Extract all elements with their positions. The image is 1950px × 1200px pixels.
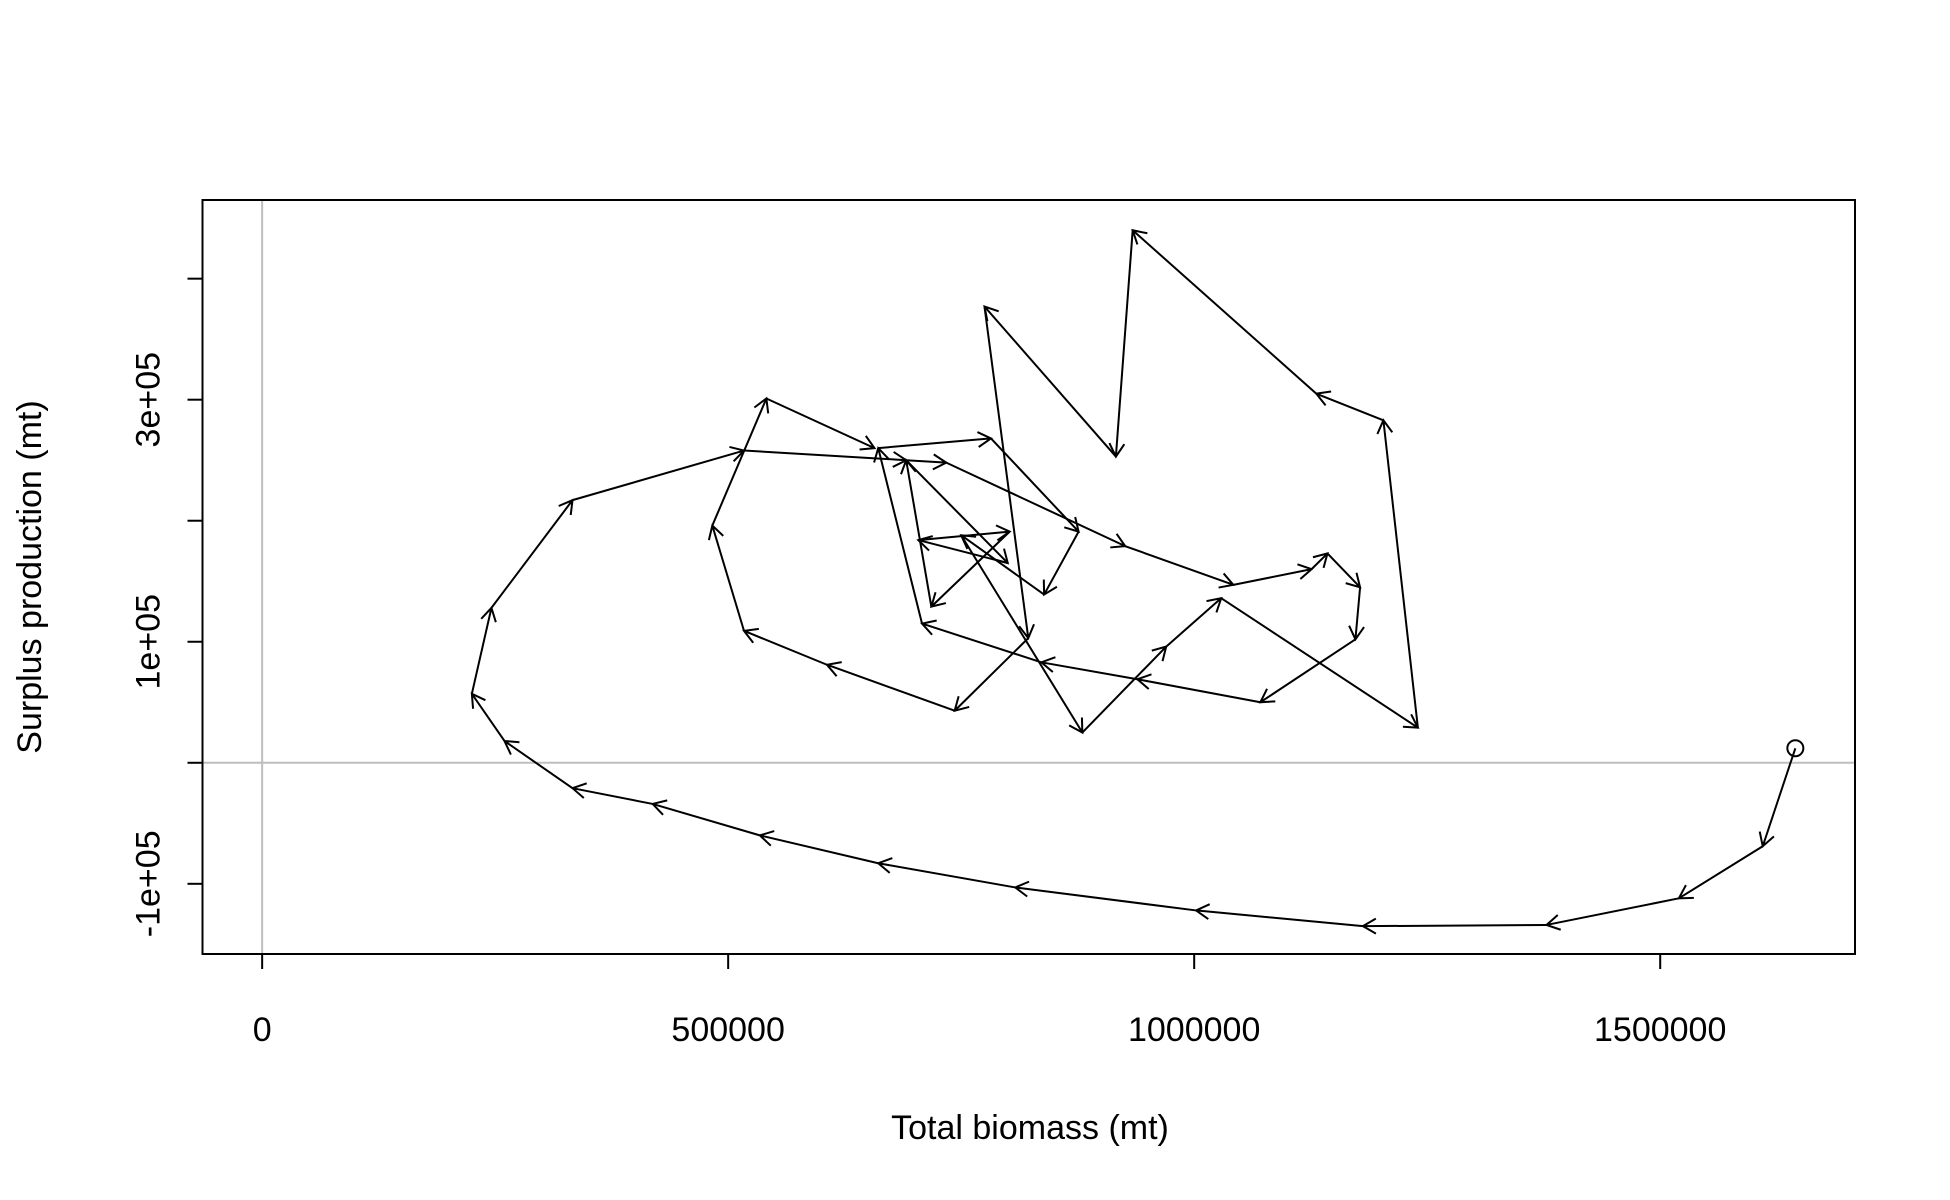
trajectory-arrow [1310,551,1329,570]
trajectory-arrow [1042,531,1080,597]
y-tick-label: 3e+05 [129,352,167,448]
trajectory-arrow [1220,597,1420,729]
trajectory-arrow [1131,228,1317,395]
trajectory-arrow [707,523,745,632]
x-tick-label: 1000000 [1128,1011,1260,1049]
trajectory-arrow [1758,747,1797,849]
trajectory-arrow [1081,645,1168,734]
trajectory-arrow [490,498,574,609]
trajectory-arrow [572,445,746,502]
trajectory-arrow [1258,638,1356,704]
x-axis-label: Total biomass (mt) [891,1109,1169,1147]
trajectory-arrow [1376,418,1419,728]
trajectory-arrow [1013,880,1197,912]
trajectory-arrow [1360,917,1547,935]
trajectory-arrow [983,304,1117,458]
trajectory-arrow [470,692,506,742]
trajectory-arrow [1326,552,1362,589]
trajectory-arrow [1544,897,1680,931]
trajectory-arrow [920,619,1042,664]
trajectory-arrow [757,830,879,865]
trajectory-arrow [650,799,761,837]
trajectory-arrow [502,739,574,790]
trajectory-arrow [960,534,1084,735]
trajectory-arrow [1124,545,1236,589]
trajectory-arrow [1165,596,1223,648]
trajectory-arrow [1194,903,1363,928]
x-tick-label: 0 [253,1011,272,1049]
trajectory-arrow [983,306,1035,641]
trajectory-arrow [470,605,497,695]
trajectory-arrow [1233,563,1314,586]
start-point [1786,739,1805,758]
trajectory-arrow [953,637,1029,713]
trajectory-arrow [825,661,955,712]
trajectory-arrow [1348,587,1365,642]
trajectory-arrow [1677,845,1764,900]
trajectory-arrow [929,530,1011,609]
trajectory-arrow [765,397,877,451]
trajectory-arrow [742,627,828,666]
trajectory-arrow [878,431,993,450]
y-tick-label: -1e+05 [129,830,167,937]
trajectory-arrow [876,857,1016,889]
trajectory-arrow [711,396,770,526]
x-tick-label: 1500000 [1594,1011,1726,1049]
y-tick-label: 1e+05 [129,594,167,690]
trajectory-arrow [900,458,933,607]
trajectory-arrow [1039,656,1138,681]
x-tick-label: 500000 [671,1011,784,1049]
trajectory-arrow [1314,390,1384,422]
y-axis-label: Surplus production (mt) [11,400,49,753]
trajectory-arrow [873,446,924,624]
trajectory-arrow [570,782,653,805]
trajectory-arrow [1108,230,1134,459]
trajectory-arrow [1135,673,1261,704]
plot-frame [201,199,1856,955]
